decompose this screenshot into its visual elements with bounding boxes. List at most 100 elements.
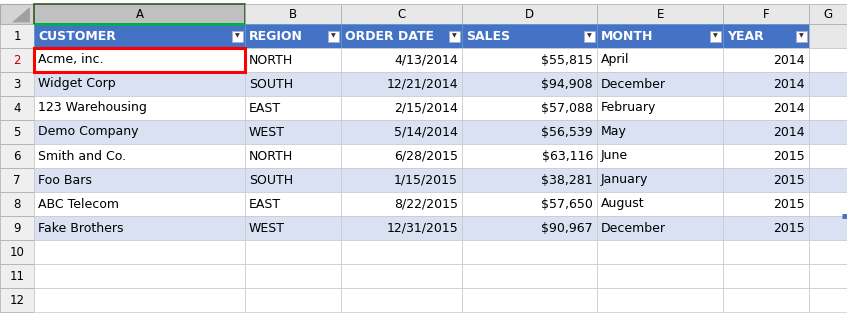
Text: May: May bbox=[601, 126, 627, 139]
Text: 6/28/2015: 6/28/2015 bbox=[394, 150, 458, 163]
Text: $38,281: $38,281 bbox=[541, 173, 593, 186]
Text: Acme, inc.: Acme, inc. bbox=[38, 54, 103, 67]
Bar bbox=[796, 31, 807, 42]
Bar bbox=[340, 168, 462, 192]
Bar bbox=[328, 31, 339, 42]
Bar bbox=[245, 240, 340, 264]
Text: EAST: EAST bbox=[249, 102, 281, 115]
Text: April: April bbox=[601, 54, 629, 67]
Bar bbox=[723, 216, 809, 240]
Text: Widget Corp: Widget Corp bbox=[38, 78, 116, 91]
Bar bbox=[597, 144, 723, 168]
Text: Demo Company: Demo Company bbox=[38, 126, 139, 139]
Bar bbox=[245, 144, 340, 168]
Text: June: June bbox=[601, 150, 628, 163]
Text: 8: 8 bbox=[14, 197, 20, 210]
Text: 2014: 2014 bbox=[773, 54, 805, 67]
Bar bbox=[809, 120, 847, 144]
Bar bbox=[809, 240, 847, 264]
Bar bbox=[809, 24, 847, 48]
Bar bbox=[245, 264, 340, 288]
Bar bbox=[723, 4, 809, 24]
Text: SOUTH: SOUTH bbox=[249, 78, 293, 91]
Bar bbox=[809, 216, 847, 240]
Text: 5: 5 bbox=[14, 126, 20, 139]
Text: A: A bbox=[136, 8, 143, 21]
Bar bbox=[0, 288, 34, 312]
Bar bbox=[462, 240, 597, 264]
Text: ORDER DATE: ORDER DATE bbox=[345, 30, 434, 43]
Text: NORTH: NORTH bbox=[249, 150, 293, 163]
Bar bbox=[462, 120, 597, 144]
Text: 4: 4 bbox=[14, 102, 20, 115]
Text: B: B bbox=[289, 8, 296, 21]
Text: NORTH: NORTH bbox=[249, 54, 293, 67]
Text: February: February bbox=[601, 102, 656, 115]
Text: $57,650: $57,650 bbox=[541, 197, 593, 210]
Bar bbox=[340, 144, 462, 168]
Text: 5/14/2014: 5/14/2014 bbox=[394, 126, 458, 139]
Bar bbox=[723, 120, 809, 144]
Bar bbox=[340, 216, 462, 240]
Text: EAST: EAST bbox=[249, 197, 281, 210]
Text: $63,116: $63,116 bbox=[542, 150, 593, 163]
Bar bbox=[34, 48, 245, 72]
Bar bbox=[723, 24, 809, 48]
Bar bbox=[723, 192, 809, 216]
Polygon shape bbox=[12, 7, 30, 22]
Text: 2014: 2014 bbox=[773, 102, 805, 115]
Bar bbox=[723, 144, 809, 168]
Bar bbox=[340, 264, 462, 288]
Bar bbox=[0, 24, 34, 48]
Bar bbox=[34, 216, 245, 240]
Text: WEST: WEST bbox=[249, 221, 285, 234]
Text: $90,967: $90,967 bbox=[541, 221, 593, 234]
Bar bbox=[809, 96, 847, 120]
Bar bbox=[723, 72, 809, 96]
Text: 3: 3 bbox=[14, 78, 20, 91]
Bar bbox=[340, 4, 462, 24]
Text: 11: 11 bbox=[9, 269, 25, 282]
Text: 2014: 2014 bbox=[773, 78, 805, 91]
Bar bbox=[34, 24, 245, 48]
Bar bbox=[34, 264, 245, 288]
Bar bbox=[34, 240, 245, 264]
Bar bbox=[34, 4, 245, 24]
Bar bbox=[340, 48, 462, 72]
Bar bbox=[340, 120, 462, 144]
Text: December: December bbox=[601, 78, 666, 91]
Text: REGION: REGION bbox=[249, 30, 302, 43]
Bar bbox=[462, 264, 597, 288]
Text: WEST: WEST bbox=[249, 126, 285, 139]
Text: 12/21/2014: 12/21/2014 bbox=[386, 78, 458, 91]
Text: 2014: 2014 bbox=[773, 126, 805, 139]
Text: Fake Brothers: Fake Brothers bbox=[38, 221, 124, 234]
Text: MONTH: MONTH bbox=[601, 30, 653, 43]
Text: Smith and Co.: Smith and Co. bbox=[38, 150, 126, 163]
Bar bbox=[245, 192, 340, 216]
Bar bbox=[245, 288, 340, 312]
Bar bbox=[723, 48, 809, 72]
Bar bbox=[462, 48, 597, 72]
Text: 12: 12 bbox=[9, 293, 25, 306]
Bar bbox=[809, 48, 847, 72]
Text: D: D bbox=[525, 8, 534, 21]
Text: December: December bbox=[601, 221, 666, 234]
Text: $56,539: $56,539 bbox=[541, 126, 593, 139]
Bar bbox=[340, 72, 462, 96]
Text: G: G bbox=[823, 8, 833, 21]
Bar bbox=[34, 120, 245, 144]
Text: ▼: ▼ bbox=[331, 34, 335, 39]
Bar bbox=[449, 31, 460, 42]
Text: 4/13/2014: 4/13/2014 bbox=[394, 54, 458, 67]
Bar bbox=[245, 24, 340, 48]
Bar bbox=[34, 192, 245, 216]
Text: 10: 10 bbox=[9, 245, 25, 258]
Text: 1: 1 bbox=[14, 30, 20, 43]
Bar bbox=[0, 120, 34, 144]
Bar bbox=[245, 96, 340, 120]
Text: 6: 6 bbox=[14, 150, 20, 163]
Bar bbox=[809, 288, 847, 312]
Bar bbox=[462, 216, 597, 240]
Bar bbox=[245, 4, 340, 24]
